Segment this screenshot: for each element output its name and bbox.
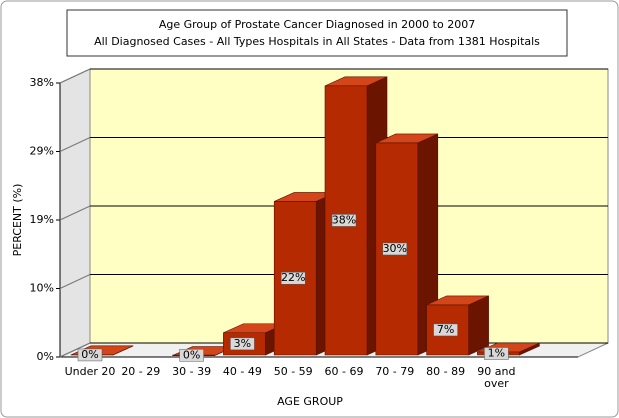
y-axis-label: PERCENT (%) <box>11 184 24 257</box>
value-label-bg <box>433 323 458 337</box>
value-label-bg <box>179 349 204 362</box>
value-label: 0% <box>183 348 200 361</box>
x-tick-label: 40 - 49 <box>222 365 262 378</box>
value-label-bg <box>77 348 103 362</box>
value-label: 1% <box>488 347 505 360</box>
chart-subtitle: All Diagnosed Cases - All Types Hospital… <box>94 35 540 48</box>
y-tick-label: 10% <box>30 282 54 295</box>
x-tick-label: 90 and over <box>477 365 516 390</box>
bar-side <box>468 295 489 356</box>
value-label: 30% <box>383 242 407 255</box>
value-label: 22% <box>281 271 305 284</box>
x-tick-label: 70 - 79 <box>375 365 415 378</box>
x-tick-label: 80 - 89 <box>426 365 466 378</box>
value-label: 0% <box>81 348 98 361</box>
grid-line-side <box>59 137 91 152</box>
grid-line-side <box>59 274 91 289</box>
chart-title: Age Group of Prostate Cancer Diagnosed i… <box>159 18 475 31</box>
title-box <box>66 9 568 57</box>
y-tick-label: 38% <box>30 76 54 89</box>
bar <box>426 295 489 356</box>
value-label: 7% <box>437 323 454 336</box>
value-label: 3% <box>234 337 251 350</box>
grid-line-side <box>59 205 91 221</box>
y-tick-label: 19% <box>30 213 54 226</box>
x-tick-label: 50 - 59 <box>273 365 313 378</box>
y-tick-label: 29% <box>30 145 54 158</box>
y-tick-label: 0% <box>37 350 54 363</box>
value-label-bg <box>280 271 306 285</box>
value-label-bg <box>230 337 255 351</box>
value-label-bg <box>382 242 408 256</box>
x-tick-label: 20 - 29 <box>121 365 161 378</box>
x-tick-label: Under 20 <box>64 365 116 378</box>
grid-line-side <box>59 342 91 358</box>
grid-line-side <box>59 68 91 84</box>
x-tick-label: 60 - 69 <box>324 365 364 378</box>
value-label: 38% <box>332 213 356 226</box>
x-axis-label: AGE GROUP <box>277 395 343 408</box>
value-label-bg <box>484 347 509 360</box>
value-label-bg <box>331 214 357 227</box>
x-tick-label: 30 - 39 <box>172 365 212 378</box>
